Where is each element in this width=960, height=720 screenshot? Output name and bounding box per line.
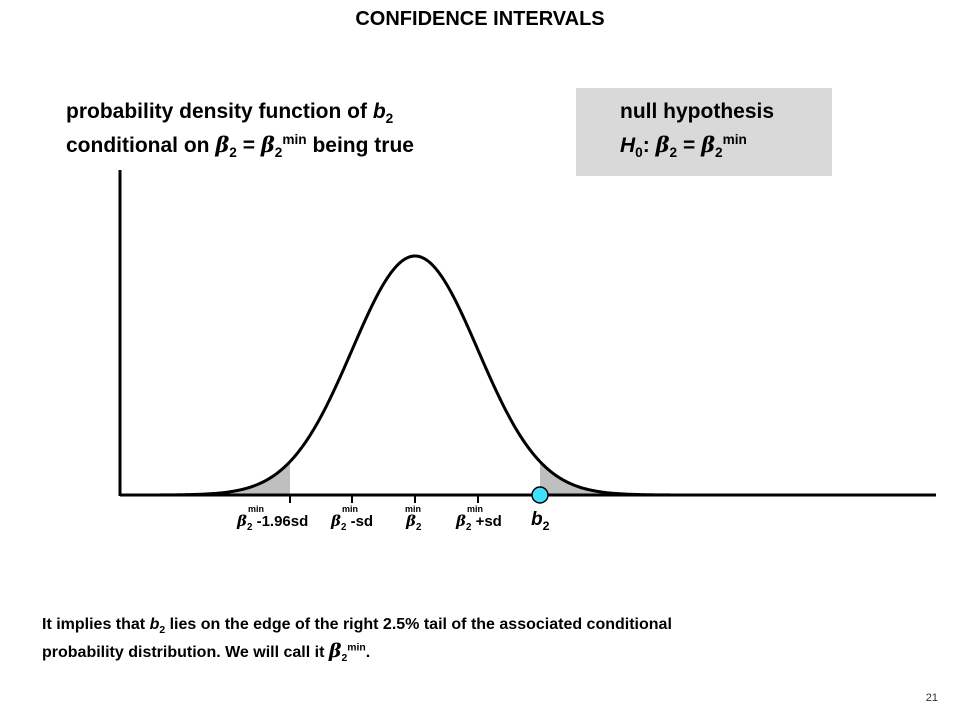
conditional-text: conditional on — [66, 134, 216, 157]
null-hypothesis-title: null hypothesis — [620, 100, 775, 123]
colon: : — [642, 134, 656, 157]
beta-symbol: β — [701, 132, 716, 157]
null-hypothesis-box — [576, 88, 832, 176]
page-number: 21 — [925, 692, 938, 704]
b-variable: b — [531, 509, 543, 530]
min-superscript: min — [282, 132, 307, 147]
beta-subscript: 2 — [274, 145, 283, 161]
b-variable: b — [372, 100, 386, 123]
beta-subscript: 2 — [669, 145, 678, 161]
min-label-3: min — [405, 504, 422, 514]
density-curve — [159, 254, 671, 497]
being-true-text: being true — [306, 134, 414, 157]
label-plus-sd: β2 +sd — [456, 512, 502, 533]
explanation-line1: It implies that b2 lies on the edge of t… — [42, 612, 882, 638]
h-subscript: 0 — [635, 145, 643, 161]
equals-sign: = — [236, 134, 261, 157]
equals-sign: = — [677, 134, 702, 157]
label-b2: b2 — [531, 509, 550, 533]
beta-symbol: β — [215, 132, 230, 157]
b-subscript: 2 — [159, 625, 166, 637]
min-label-2: min — [342, 504, 359, 514]
pdf-label-line1: probability density function of b2 — [66, 100, 394, 127]
min-superscript: min — [347, 642, 366, 654]
beta-symbol: β — [406, 512, 416, 530]
minus-196sd-text: -1.96sd — [252, 513, 309, 530]
label-minus-sd: β2 -sd — [331, 512, 374, 533]
beta-symbol: β — [237, 512, 247, 530]
beta-symbol: β — [260, 132, 275, 157]
beta-symbol: β — [655, 132, 670, 157]
b2-marker — [531, 486, 549, 504]
beta-subscript: 2 — [229, 145, 237, 161]
explanation-line2: probability distribution. We will call i… — [42, 638, 882, 666]
pdf-label-line2: conditional on β2 = β2min being true — [66, 132, 414, 161]
slide-title: CONFIDENCE INTERVALS — [355, 8, 605, 30]
left-tail-area — [225, 461, 290, 495]
explanation-suffix: lies on the edge of the right 2.5% tail … — [165, 616, 672, 633]
period: . — [365, 644, 371, 661]
beta-symbol: β — [331, 512, 341, 530]
b-subscript: 2 — [385, 111, 394, 127]
explanation-line2-text: probability distribution. We will call i… — [42, 644, 329, 661]
beta-symbol: β — [456, 512, 466, 530]
beta-subscript: 2 — [341, 653, 348, 665]
min-label-4: min — [467, 504, 484, 514]
beta-subscript: 2 — [465, 522, 472, 533]
h-symbol: H — [620, 134, 636, 157]
minus-sd-text: -sd — [346, 513, 374, 530]
beta-subscript: 2 — [715, 145, 723, 161]
min-superscript: min — [722, 132, 747, 147]
beta-symbol: β — [328, 640, 342, 662]
plus-sd-text: +sd — [471, 513, 502, 530]
explanation-prefix: It implies that — [42, 616, 150, 633]
beta-subscript: 2 — [415, 522, 422, 533]
label-center: β2 — [406, 512, 422, 533]
b-subscript: 2 — [542, 518, 550, 533]
beta-subscript: 2 — [246, 522, 253, 533]
beta-subscript: 2 — [340, 522, 347, 533]
pdf-label-text: probability density function of — [66, 100, 373, 123]
right-tail-area — [540, 461, 605, 495]
b-variable: b — [149, 616, 160, 633]
min-label-1: min — [248, 504, 265, 514]
explanation-text: It implies that b2 lies on the edge of t… — [42, 612, 882, 666]
label-minus-196sd: β2 -1.96sd — [237, 512, 309, 533]
null-hypothesis-statement: H0: β2 = β2min — [620, 132, 747, 161]
